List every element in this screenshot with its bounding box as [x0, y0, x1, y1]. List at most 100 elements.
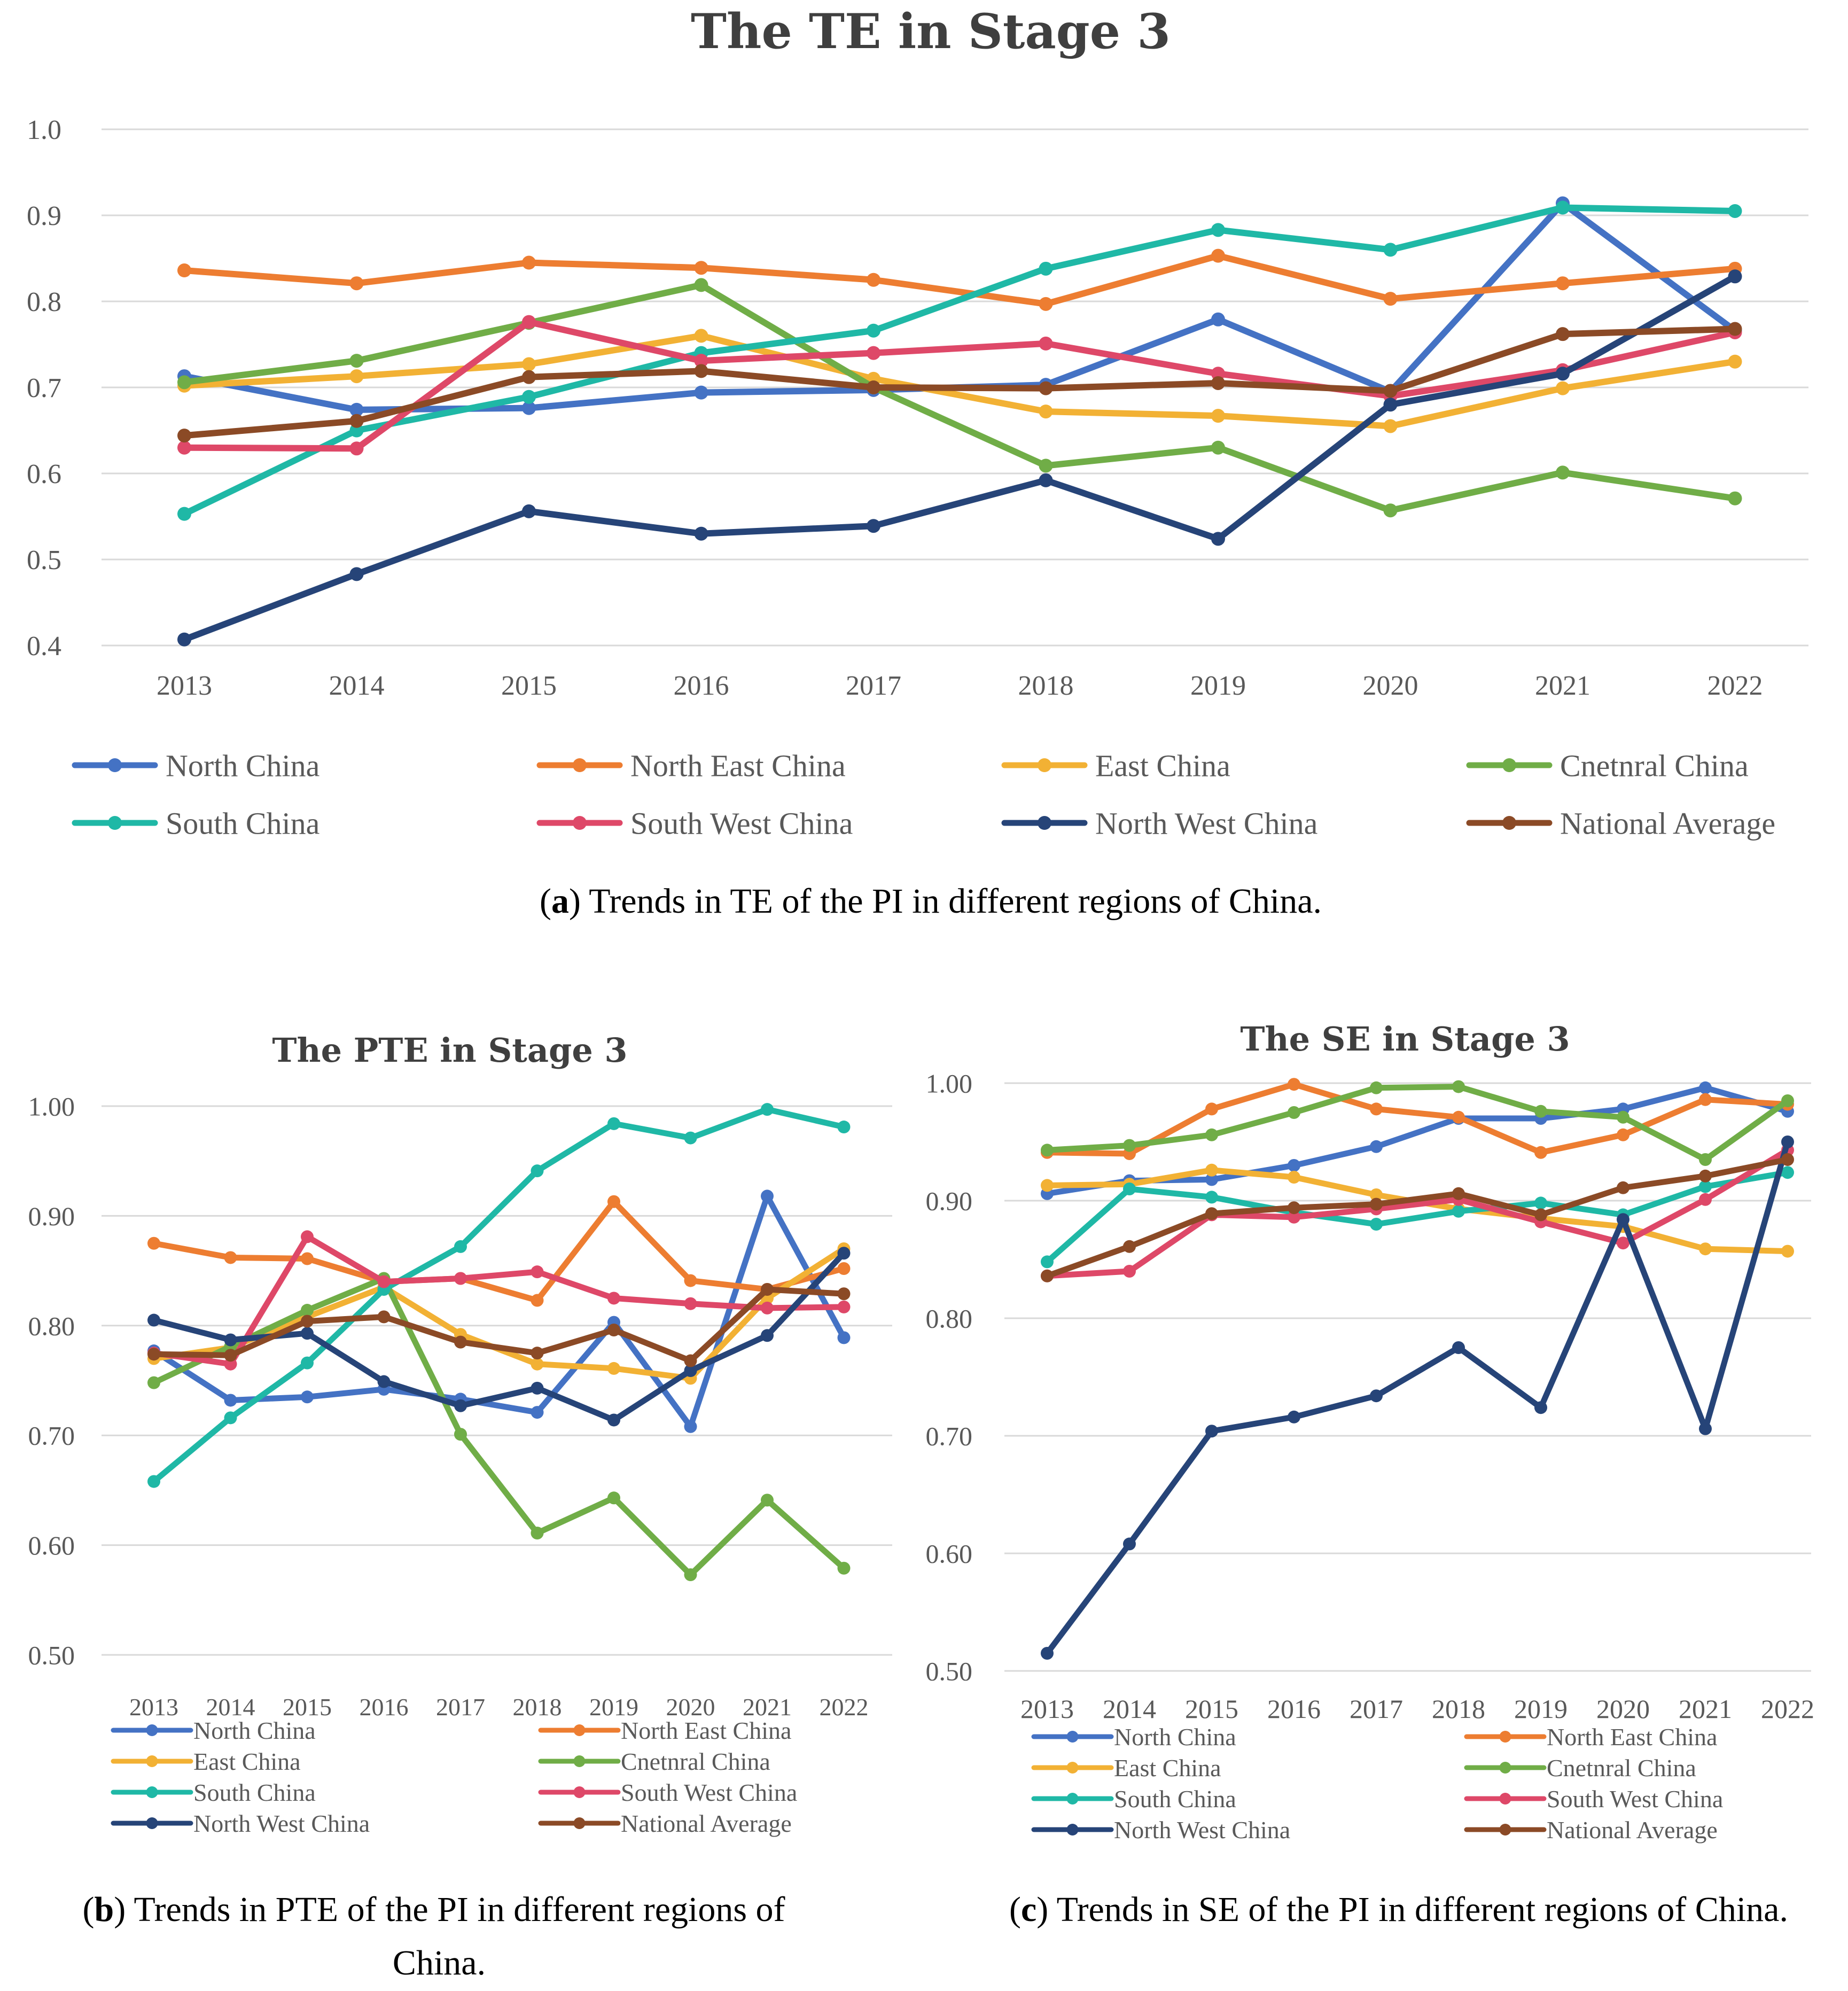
se-series: [1041, 1078, 1794, 1660]
x-tick-label: 2014: [1103, 1694, 1156, 1724]
data-point: [837, 1331, 851, 1344]
legend-label: South China: [193, 1779, 316, 1806]
data-point: [177, 440, 191, 455]
series-line: [181, 318, 1738, 452]
x-tick-label: 2021: [743, 1693, 792, 1721]
legend-item: National Average: [538, 1810, 792, 1837]
series-line: [151, 1275, 847, 1578]
data-point: [607, 1324, 620, 1337]
data-point: [531, 1527, 544, 1540]
data-point: [454, 1428, 467, 1441]
data-point: [349, 354, 364, 368]
data-point: [1041, 1269, 1054, 1282]
pte-chart: The PTE in Stage 3 0.50 0.60 0.70 0.80 0.90 1…: [28, 1031, 892, 1837]
data-point: [1041, 1179, 1054, 1192]
data-point: [694, 278, 708, 292]
legend-swatch-marker: [1066, 1762, 1079, 1774]
series-north-east-china: [1041, 1078, 1794, 1160]
data-point: [1205, 1128, 1218, 1141]
pte-grid: [102, 1105, 892, 1656]
se-chart: The SE in Stage 3 0.50 0.60 0.70 0.80 0.90 1.…: [926, 1020, 1815, 1844]
pte-series: [147, 1103, 851, 1582]
data-point: [1211, 223, 1225, 237]
data-point: [761, 1329, 774, 1342]
data-point: [694, 354, 708, 368]
data-point: [1556, 200, 1570, 215]
data-point: [531, 1164, 544, 1178]
series-line: [181, 204, 1738, 517]
series-line: [1044, 1169, 1791, 1265]
data-point: [607, 1362, 620, 1375]
legend-item: North China: [72, 748, 319, 783]
data-point: [301, 1304, 314, 1317]
data-point: [147, 1236, 160, 1250]
se-y-axis: 0.50 0.60 0.70 0.80 0.90 1.00: [926, 1069, 973, 1686]
data-point: [1288, 1410, 1300, 1424]
y-tick-label: 0.60: [28, 1530, 75, 1560]
data-point: [1617, 1236, 1629, 1250]
data-point: [531, 1294, 544, 1307]
legend-swatch-marker: [573, 1755, 586, 1767]
data-point: [1205, 1207, 1218, 1220]
data-point: [1699, 1422, 1712, 1435]
data-point: [1534, 1208, 1547, 1222]
series-south-china: [147, 1103, 851, 1488]
x-tick-label: 2020: [1363, 671, 1418, 701]
legend-swatch-marker: [108, 758, 122, 772]
pte-legend: North China North East China East China Cne…: [111, 1717, 797, 1837]
data-point: [1556, 327, 1570, 341]
legend-item: North East China: [538, 1717, 791, 1744]
legend-label: South West China: [1547, 1785, 1723, 1813]
data-point: [177, 632, 191, 647]
data-point: [694, 261, 708, 275]
data-point: [1781, 1136, 1794, 1148]
data-point: [1383, 398, 1398, 412]
data-point: [1370, 1197, 1383, 1211]
data-point: [349, 402, 364, 417]
series-line: [1044, 1147, 1791, 1279]
data-point: [1383, 292, 1398, 306]
x-tick-label: 2021: [1679, 1694, 1732, 1724]
legend-swatch-marker: [573, 758, 587, 772]
data-point: [1039, 405, 1053, 419]
series-line: [1044, 1156, 1791, 1279]
data-point: [349, 276, 364, 291]
legend-label: East China: [193, 1748, 301, 1775]
data-point: [522, 255, 536, 270]
data-point: [1699, 1180, 1712, 1193]
data-point: [1288, 1159, 1300, 1172]
data-point: [1699, 1169, 1712, 1183]
pte-chart-title: The PTE in Stage 3: [272, 1031, 627, 1070]
data-point: [1699, 1093, 1712, 1106]
legend-item: North West China: [1031, 1816, 1290, 1844]
y-tick-label: 0.50: [28, 1640, 75, 1670]
data-point: [1556, 276, 1570, 291]
legend-swatch-marker: [1502, 816, 1516, 830]
legend-label: North West China: [193, 1810, 370, 1837]
x-tick-label: 2019: [589, 1693, 638, 1721]
data-point: [694, 329, 708, 343]
legend-label: National Average: [1560, 806, 1775, 841]
legend-item: East China: [1001, 748, 1230, 783]
legend-item: Cnetnral China: [538, 1748, 770, 1775]
legend-swatch-marker: [1038, 816, 1051, 830]
data-point: [1211, 409, 1225, 423]
data-point: [1288, 1106, 1300, 1119]
data-point: [1370, 1102, 1383, 1116]
y-tick-label: 0.5: [27, 545, 61, 575]
data-point: [1699, 1193, 1712, 1206]
legend-label: National Average: [621, 1810, 792, 1837]
data-point: [1211, 376, 1225, 390]
legend-swatch-marker: [1499, 1793, 1511, 1805]
data-point: [684, 1274, 697, 1287]
data-point: [684, 1131, 697, 1145]
series-national-average: [147, 1283, 851, 1367]
legend-item: North China: [111, 1717, 316, 1744]
data-point: [1728, 322, 1742, 336]
data-point: [837, 1262, 851, 1275]
se-chart-title: The SE in Stage 3: [1240, 1020, 1570, 1059]
data-point: [694, 364, 708, 378]
data-point: [454, 1240, 467, 1253]
y-tick-label: 1.00: [28, 1092, 75, 1122]
data-point: [522, 315, 536, 329]
